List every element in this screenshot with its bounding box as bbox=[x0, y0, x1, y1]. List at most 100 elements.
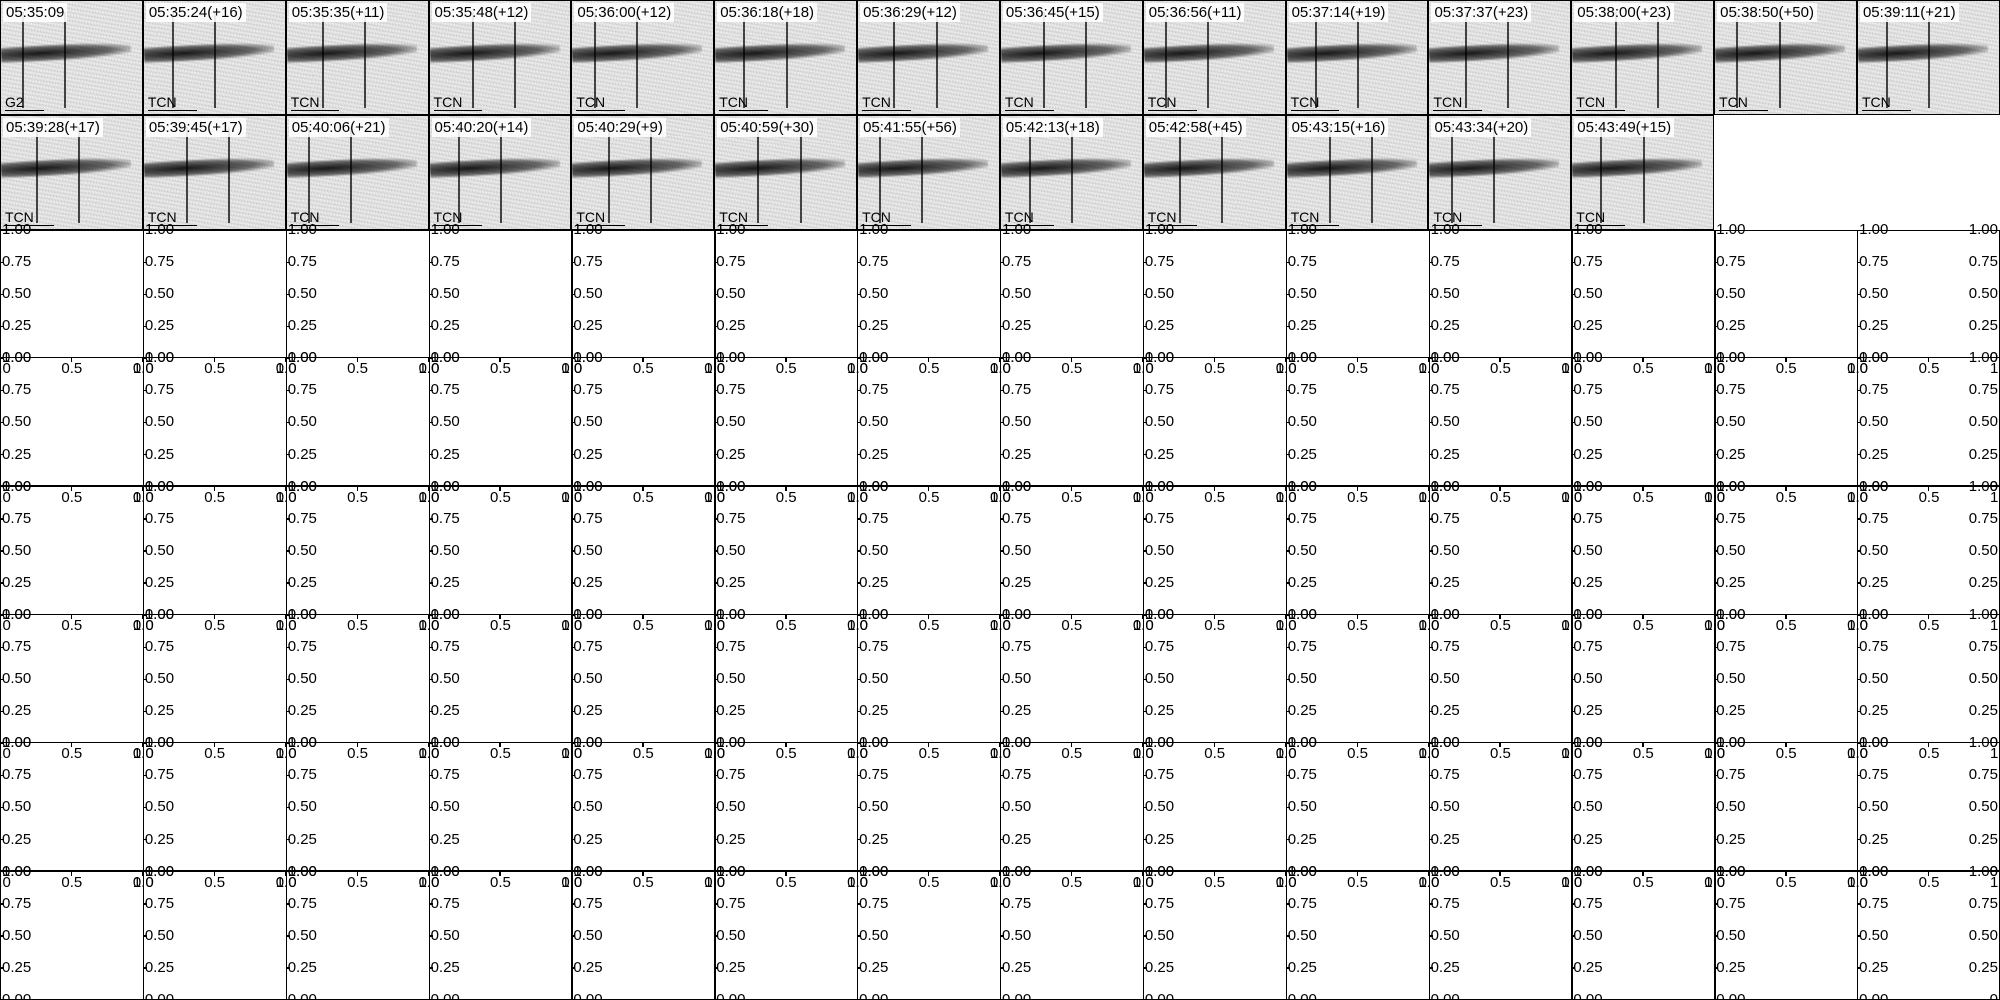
y-tick-label-right: 0 bbox=[1990, 991, 1998, 1000]
y-tick-label: 0.75 bbox=[2, 510, 31, 527]
thumbnail-row-2: 05:39:28(+17) TCN 05:39:45(+17) TCN 05:40:06… bbox=[0, 115, 2000, 230]
y-tick-label: 0.50 bbox=[288, 927, 317, 944]
spectrogram-thumbnail[interactable] bbox=[1714, 115, 1857, 230]
spectrogram-thumbnail[interactable]: 05:43:15(+16) TCN bbox=[1286, 115, 1429, 230]
empty-subplot: 0.000.250.500.751.000.00.51.0 bbox=[1000, 487, 1143, 615]
spectrogram-thumbnail[interactable]: 05:40:29(+9) TCN bbox=[571, 115, 714, 230]
empty-subplot: 0.000.250.500.751.000.00.51.0 bbox=[286, 230, 429, 358]
y-tick-label: 0.50 bbox=[145, 798, 174, 815]
y-tick-label: 0.25 bbox=[431, 574, 460, 591]
y-tick-label: 0.25 bbox=[716, 959, 745, 976]
spectrogram-thumbnail[interactable]: 05:35:09 G2 bbox=[0, 0, 143, 115]
spectrogram-thumbnail[interactable]: 05:35:48(+12) TCN bbox=[429, 0, 572, 115]
y-tick-label: 0.00 bbox=[2, 991, 31, 1000]
y-tick-label: 0.75 bbox=[1716, 895, 1745, 912]
y-tick-label: 0.75 bbox=[1145, 253, 1174, 270]
empty-subplot: 0.000.250.500.751.000.00.51.000.250.500.… bbox=[1857, 872, 2000, 1000]
spectrogram-thumbnail[interactable]: 05:39:45(+17) TCN bbox=[143, 115, 286, 230]
y-tick-mark bbox=[1857, 390, 1861, 391]
y-tick-mark bbox=[143, 935, 147, 936]
spectrogram-thumbnail[interactable]: 05:36:56(+11) TCN bbox=[1143, 0, 1286, 115]
empty-subplot: 0.000.250.500.751.000.00.51.0 bbox=[714, 487, 857, 615]
spectrogram-thumbnail[interactable]: 05:37:37(+23) TCN bbox=[1428, 0, 1571, 115]
y-tick-mark bbox=[1143, 518, 1147, 519]
y-tick-mark bbox=[1429, 294, 1433, 295]
y-tick-label-right: 0.25 bbox=[1969, 959, 1998, 976]
y-tick-label: 1.00 bbox=[145, 606, 174, 623]
spectrogram-thumbnail[interactable]: 05:36:00(+12) TCN bbox=[571, 0, 714, 115]
y-tick-mark bbox=[143, 839, 147, 840]
spectrogram-thumbnail[interactable]: 05:40:06(+21) TCN bbox=[286, 115, 429, 230]
y-tick-mark bbox=[1714, 454, 1718, 455]
empty-subplot: 0.000.250.500.751.000.00.51.0 bbox=[143, 743, 286, 871]
y-tick-mark bbox=[1286, 518, 1290, 519]
spectrogram-thumbnail[interactable]: 05:42:58(+45) TCN bbox=[1143, 115, 1286, 230]
spectrogram-thumbnail[interactable]: 05:36:29(+12) TCN bbox=[857, 0, 1000, 115]
y-tick-label: 0.00 bbox=[859, 991, 888, 1000]
empty-subplot: 0.000.250.500.751.000.00.51.0 bbox=[0, 230, 143, 358]
spectrogram-thumbnail[interactable]: 05:41:55(+56) TCN bbox=[857, 115, 1000, 230]
empty-subplot: 0.000.250.500.751.000.00.51.0 bbox=[1714, 743, 1857, 871]
y-tick-mark bbox=[1857, 358, 1861, 359]
y-tick-label: 0.25 bbox=[145, 574, 174, 591]
y-tick-label: 0.25 bbox=[2, 959, 31, 976]
y-tick-mark bbox=[1429, 262, 1433, 263]
y-tick-mark bbox=[1857, 422, 1861, 423]
y-tick-mark bbox=[1286, 326, 1290, 327]
y-tick-mark bbox=[0, 454, 4, 455]
y-tick-mark bbox=[1714, 839, 1718, 840]
y-tick-label: 0.50 bbox=[1145, 413, 1174, 430]
spectrogram-thumbnail[interactable]: 05:35:24(+16) TCN bbox=[143, 0, 286, 115]
y-tick-label: 0.25 bbox=[1288, 959, 1317, 976]
species-tag-label: TCN bbox=[1576, 94, 1625, 111]
y-tick-label: 0.25 bbox=[573, 574, 602, 591]
timestamp-label: 05:40:59(+30) bbox=[717, 118, 817, 137]
empty-subplot: 0.000.250.500.751.000.00.51.0 bbox=[857, 358, 1000, 486]
spectrogram-thumbnail[interactable] bbox=[1857, 115, 2000, 230]
spectrogram-thumbnail[interactable]: 05:39:11(+21) TCN bbox=[1857, 0, 2000, 115]
y-tick-label: 0.25 bbox=[2, 446, 31, 463]
y-tick-label: 0.50 bbox=[1859, 927, 1888, 944]
y-tick-mark bbox=[571, 615, 575, 616]
spectrogram-thumbnail[interactable]: 05:42:13(+18) TCN bbox=[1000, 115, 1143, 230]
y-tick-label: 0.25 bbox=[716, 702, 745, 719]
spectrogram-thumbnail[interactable]: 05:38:00(+23) TCN bbox=[1571, 0, 1714, 115]
y-tick-mark bbox=[857, 486, 861, 487]
empty-subplot: 0.000.250.500.751.000.00.51.0 bbox=[1286, 358, 1429, 486]
y-tick-label: 0.50 bbox=[573, 927, 602, 944]
y-tick-mark bbox=[429, 615, 433, 616]
y-tick-mark bbox=[1429, 615, 1433, 616]
y-tick-label: 0.75 bbox=[145, 638, 174, 655]
spectrogram-thumbnail[interactable]: 05:37:14(+19) TCN bbox=[1286, 0, 1429, 115]
spectrogram-thumbnail[interactable]: 05:40:20(+14) TCN bbox=[429, 115, 572, 230]
spectrogram-thumbnail[interactable]: 05:36:45(+15) TCN bbox=[1000, 0, 1143, 115]
y-tick-label: 0.75 bbox=[716, 766, 745, 783]
y-tick-label: 0.25 bbox=[145, 702, 174, 719]
y-tick-label: 0.75 bbox=[859, 510, 888, 527]
spectrogram-thumbnail[interactable]: 05:43:49(+15) TCN bbox=[1571, 115, 1714, 230]
y-tick-mark bbox=[1143, 422, 1147, 423]
spectrogram-thumbnail[interactable]: 05:36:18(+18) TCN bbox=[714, 0, 857, 115]
y-tick-label: 1.00 bbox=[1716, 606, 1745, 623]
y-tick-mark bbox=[143, 358, 147, 359]
y-tick-mark bbox=[714, 871, 718, 872]
y-tick-mark bbox=[857, 390, 861, 391]
y-tick-mark bbox=[1571, 967, 1575, 968]
empty-subplot: 0.000.250.500.751.000.00.51.000.250.500.… bbox=[1857, 230, 2000, 358]
y-tick-mark bbox=[1714, 711, 1718, 712]
y-tick-mark bbox=[1429, 903, 1433, 904]
y-tick-label: 1.00 bbox=[2, 349, 31, 366]
y-tick-label: 0.50 bbox=[1859, 542, 1888, 559]
y-tick-label: 0.25 bbox=[1431, 574, 1460, 591]
timestamp-label: 05:36:29(+12) bbox=[860, 3, 960, 22]
y-tick-label: 0.25 bbox=[1288, 317, 1317, 334]
spectrogram-thumbnail[interactable]: 05:35:35(+11) TCN bbox=[286, 0, 429, 115]
y-tick-label: 0.50 bbox=[1716, 413, 1745, 430]
spectrogram-thumbnail[interactable]: 05:39:28(+17) TCN bbox=[0, 115, 143, 230]
spectrogram-thumbnail[interactable]: 05:40:59(+30) TCN bbox=[714, 115, 857, 230]
spectrogram-thumbnail[interactable]: 05:38:50(+50) TCN bbox=[1714, 0, 1857, 115]
axis-spine-top bbox=[571, 230, 714, 231]
y-tick-mark bbox=[571, 294, 575, 295]
y-tick-mark bbox=[1714, 743, 1718, 744]
spectrogram-thumbnail[interactable]: 05:43:34(+20) TCN bbox=[1428, 115, 1571, 230]
